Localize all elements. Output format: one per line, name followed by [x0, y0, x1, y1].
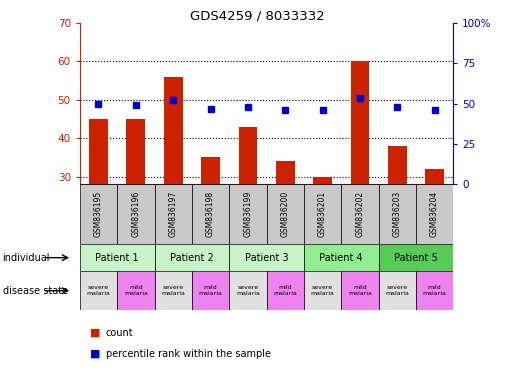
Text: GSM836203: GSM836203: [393, 191, 402, 237]
Bar: [304, 184, 341, 244]
Text: GSM836202: GSM836202: [355, 191, 364, 237]
Text: GSM836196: GSM836196: [131, 191, 140, 237]
Bar: [192, 184, 229, 244]
Bar: [304, 271, 341, 310]
Bar: [192, 271, 229, 310]
Bar: [80, 244, 154, 271]
Text: Patient 4: Patient 4: [319, 253, 363, 263]
Text: mild
malaria: mild malaria: [124, 285, 148, 296]
Bar: [313, 177, 332, 184]
Text: mild
malaria: mild malaria: [348, 285, 372, 296]
Bar: [379, 244, 453, 271]
Bar: [341, 271, 379, 310]
Text: GSM836199: GSM836199: [244, 191, 252, 237]
Bar: [229, 244, 304, 271]
Bar: [416, 184, 453, 244]
Bar: [351, 61, 369, 184]
Text: count: count: [106, 328, 133, 338]
Text: GSM836198: GSM836198: [206, 191, 215, 237]
Text: GSM836204: GSM836204: [430, 191, 439, 237]
Bar: [379, 184, 416, 244]
Bar: [201, 157, 220, 184]
Bar: [154, 184, 192, 244]
Bar: [127, 119, 145, 184]
Bar: [89, 119, 108, 184]
Bar: [304, 244, 379, 271]
Bar: [416, 271, 453, 310]
Bar: [425, 169, 444, 184]
Text: severe
malaria: severe malaria: [385, 285, 409, 296]
Bar: [117, 271, 154, 310]
Text: percentile rank within the sample: percentile rank within the sample: [106, 349, 270, 359]
Text: Patient 1: Patient 1: [95, 253, 139, 263]
Text: GDS4259 / 8033332: GDS4259 / 8033332: [190, 10, 325, 23]
Text: GSM836200: GSM836200: [281, 191, 289, 237]
Text: ■: ■: [90, 349, 100, 359]
Bar: [154, 271, 192, 310]
Bar: [379, 271, 416, 310]
Text: GSM836201: GSM836201: [318, 191, 327, 237]
Bar: [117, 184, 154, 244]
Bar: [276, 161, 295, 184]
Text: severe
malaria: severe malaria: [311, 285, 334, 296]
Bar: [267, 271, 304, 310]
Text: individual: individual: [3, 253, 50, 263]
Text: mild
malaria: mild malaria: [199, 285, 222, 296]
Bar: [164, 77, 182, 184]
Bar: [341, 184, 379, 244]
Text: mild
malaria: mild malaria: [273, 285, 297, 296]
Text: disease state: disease state: [3, 286, 67, 296]
Text: GSM836195: GSM836195: [94, 191, 103, 237]
Bar: [238, 127, 257, 184]
Text: GSM836197: GSM836197: [169, 191, 178, 237]
Bar: [229, 184, 267, 244]
Bar: [388, 146, 406, 184]
Bar: [229, 271, 267, 310]
Bar: [154, 244, 229, 271]
Text: severe
malaria: severe malaria: [236, 285, 260, 296]
Text: Patient 2: Patient 2: [170, 253, 214, 263]
Text: mild
malaria: mild malaria: [423, 285, 447, 296]
Text: ■: ■: [90, 328, 100, 338]
Text: severe
malaria: severe malaria: [161, 285, 185, 296]
Text: severe
malaria: severe malaria: [87, 285, 110, 296]
Bar: [80, 184, 117, 244]
Bar: [267, 184, 304, 244]
Bar: [80, 271, 117, 310]
Text: Patient 3: Patient 3: [245, 253, 288, 263]
Text: Patient 5: Patient 5: [394, 253, 438, 263]
